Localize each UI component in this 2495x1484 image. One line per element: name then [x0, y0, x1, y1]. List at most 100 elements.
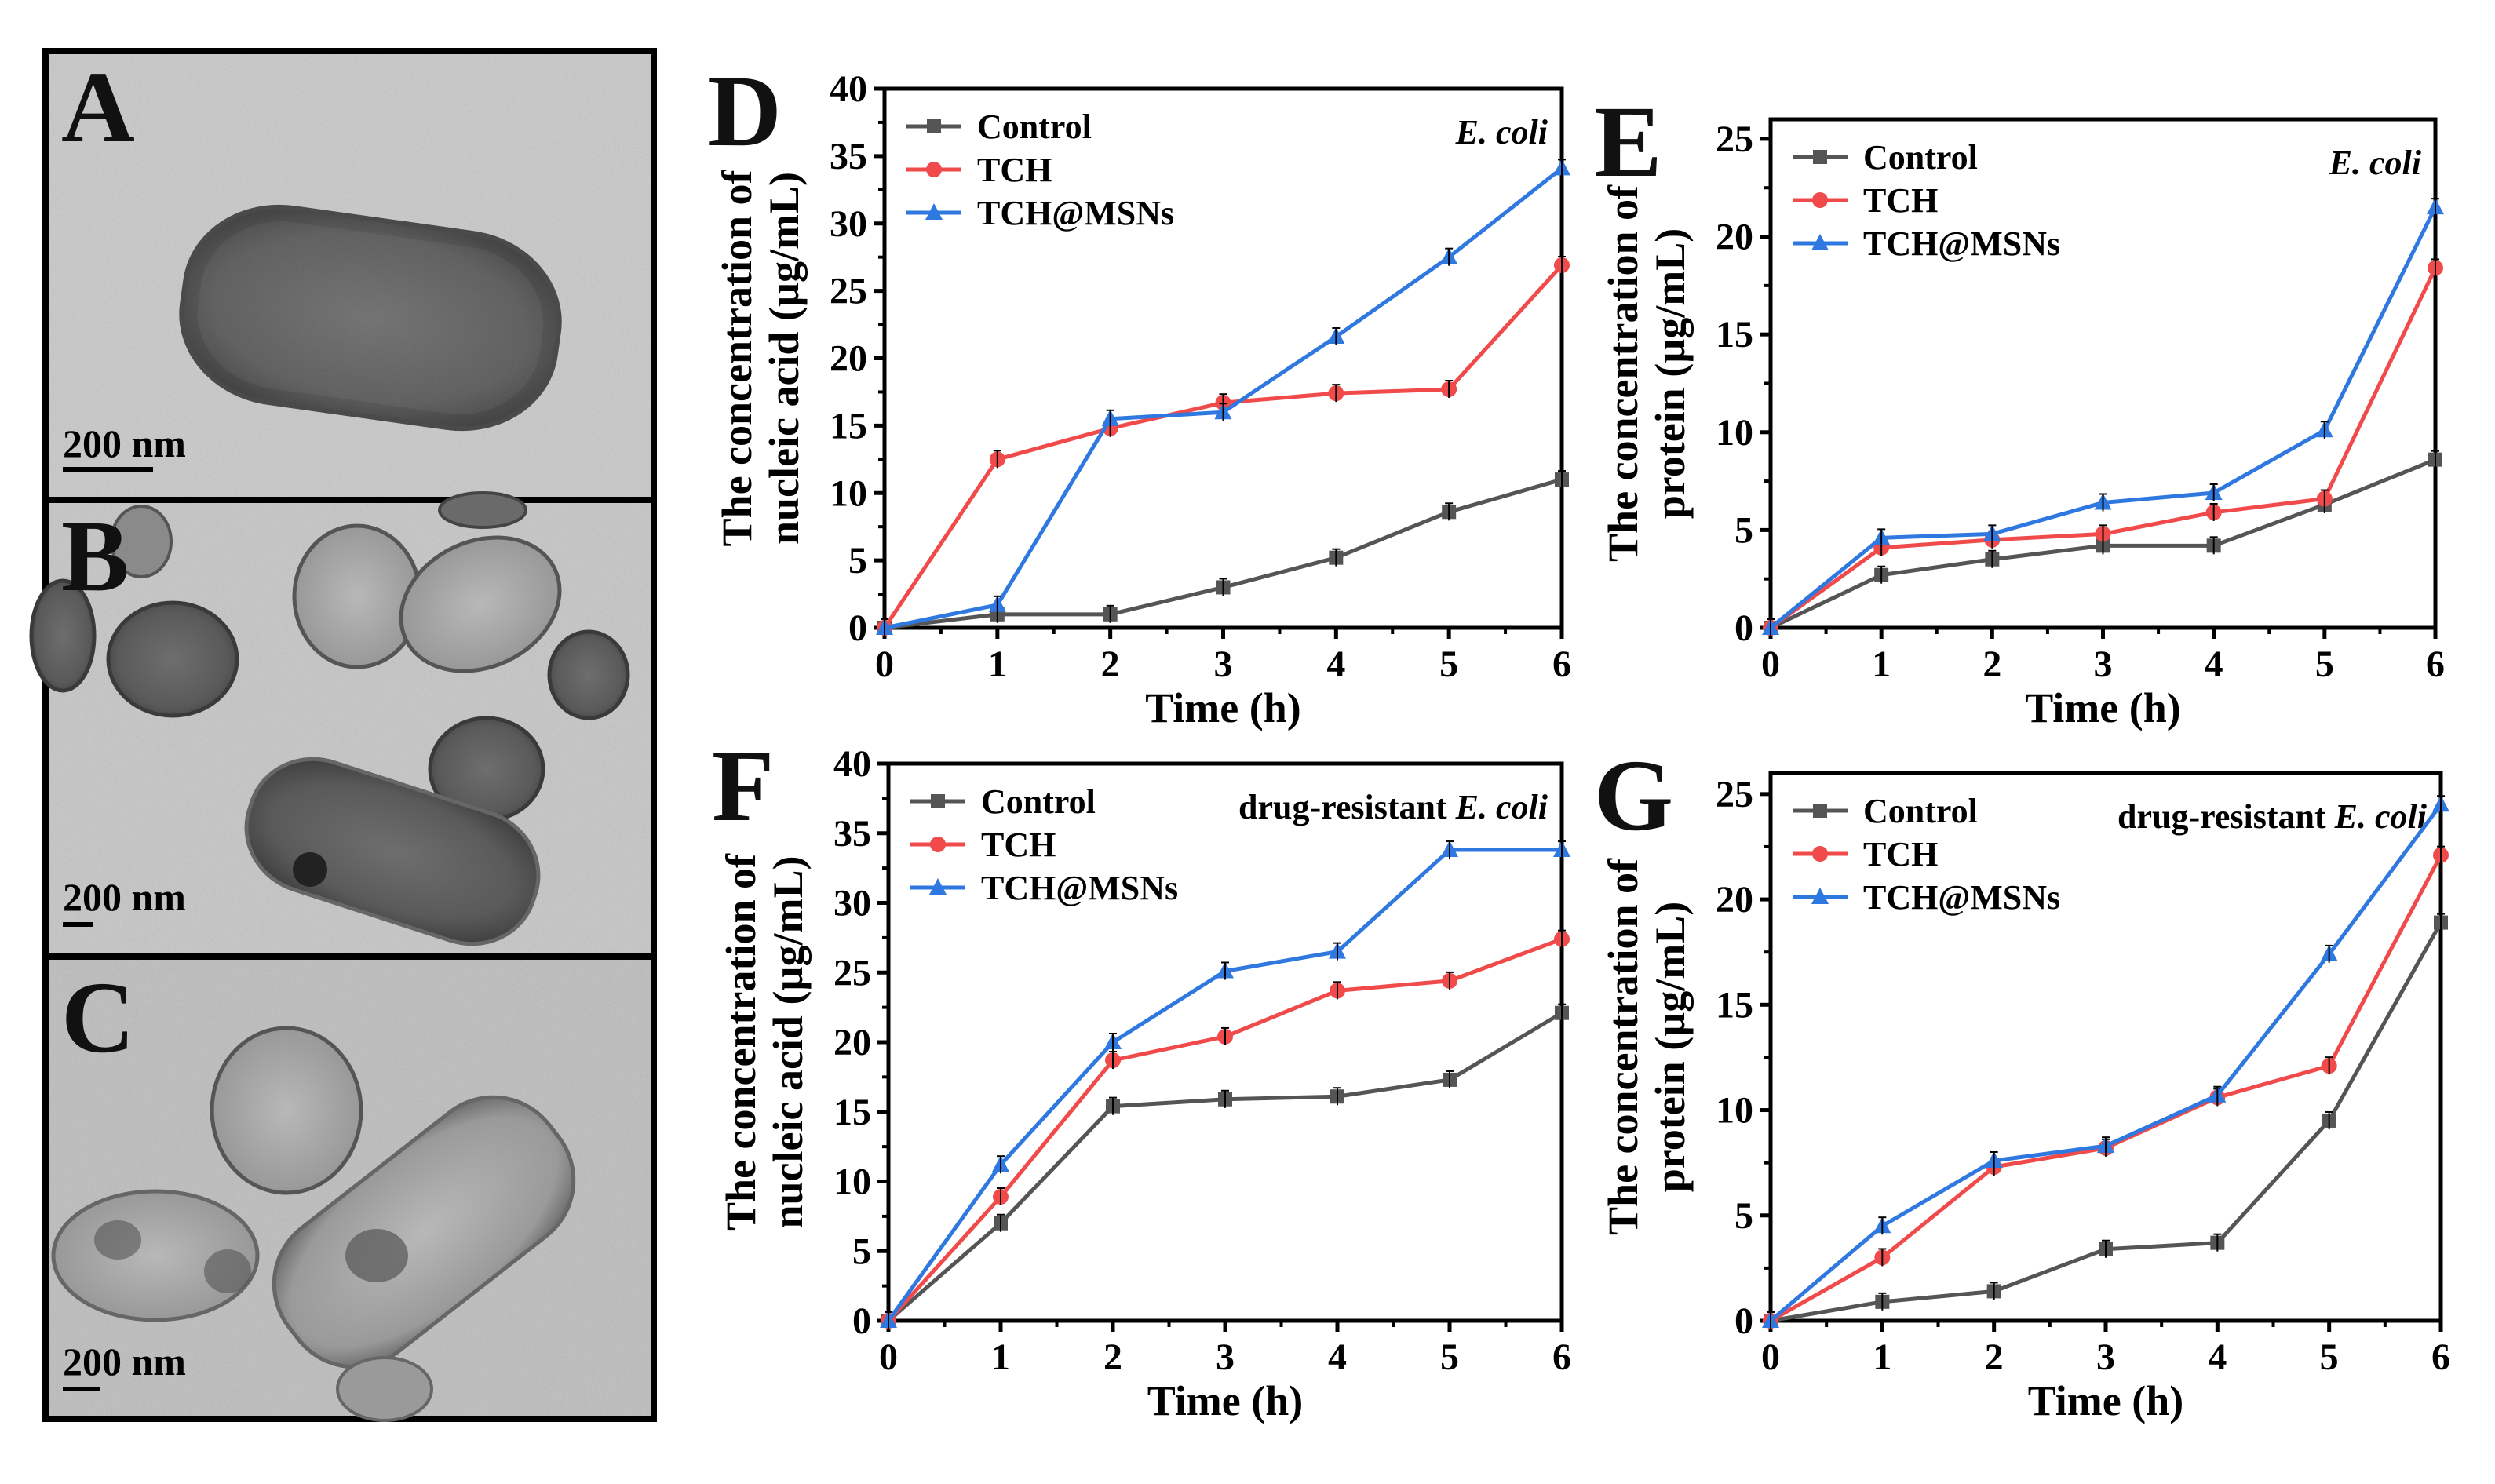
y-tick-label: 15 [1716, 314, 1753, 356]
panel-letter-b: B [61, 500, 129, 613]
x-tick-label: 5 [2315, 644, 2334, 685]
y-tick-label: 35 [830, 136, 867, 177]
x-tick-label: 6 [1552, 1336, 1571, 1378]
y-tick-label: 0 [1734, 1300, 1753, 1342]
y-axis-title-line2: protein (µg/mL) [1647, 228, 1694, 520]
x-tick-label: 4 [2205, 644, 2223, 685]
y-tick-label: 20 [1716, 879, 1753, 921]
organism-label: E. coli [1455, 113, 1548, 151]
series-line-tch [887, 937, 1563, 1322]
series-line-tch [1769, 267, 2438, 630]
legend-label-tch: TCH [1863, 181, 1938, 220]
tem-panel-c: C 200 nm [42, 953, 657, 1422]
legend-label-control: Control [981, 782, 1096, 821]
x-tick-label: 5 [2320, 1336, 2339, 1378]
y-tick-label: 20 [833, 1022, 871, 1063]
y-axis-title-line1: The concentration of [713, 170, 761, 547]
x-tick-label: 6 [2431, 1336, 2450, 1378]
x-axis-title: Time (h) [2025, 684, 2181, 731]
y-tick-label: 20 [1716, 217, 1753, 258]
legend-marker-tch_msns [929, 878, 947, 895]
legend-marker-tch_msns [925, 203, 943, 220]
x-tick-label: 5 [1440, 1336, 1459, 1378]
y-tick-label: 25 [833, 952, 871, 994]
organism-label: drug-resistant E. coli [1238, 788, 1548, 826]
x-tick-label: 1 [1873, 1336, 1891, 1378]
legend-label-tch: TCH [981, 826, 1056, 864]
chart-panel-f: 0 1 2 3 4 5 6 0 5 10 15 20 25 30 35 40 Time (h) The conce… [712, 730, 1571, 1424]
legend-label-tch_msns: TCH@MSNs [1863, 224, 2060, 263]
scale-bar [63, 922, 93, 927]
scale-bar-label: 200 nm [63, 421, 186, 465]
x-tick-label: 1 [988, 644, 1007, 685]
y-tick-label: 40 [830, 68, 867, 110]
y-tick-label: 5 [852, 1231, 871, 1272]
x-tick-label: 3 [1214, 644, 1233, 685]
y-tick-label: 15 [830, 405, 867, 447]
y-axis-title-line1: The concentration of [1599, 184, 1647, 562]
y-tick-label: 15 [833, 1092, 871, 1133]
legend-label-tch: TCH [1863, 835, 1938, 873]
panel-letter: E [1594, 86, 1662, 199]
x-tick-label: 2 [1983, 644, 2001, 685]
series-line-control [887, 1011, 1563, 1322]
x-tick-label: 0 [875, 644, 894, 685]
organism-label: E. coli [2329, 144, 2422, 182]
legend-marker-control [1813, 150, 1827, 164]
y-tick-label: 5 [1734, 509, 1753, 551]
x-tick-label: 4 [2208, 1336, 2227, 1378]
tem-panel-a: A 200 nm [42, 48, 657, 503]
y-tick-label: 15 [1716, 984, 1753, 1026]
series-line-tch [882, 264, 1563, 629]
panel-letter-c: C [61, 961, 135, 1074]
x-tick-label: 0 [1761, 644, 1780, 685]
y-tick-label: 5 [848, 540, 867, 582]
y-tick-label: 25 [1716, 119, 1753, 160]
x-tick-label: 2 [1103, 1336, 1122, 1378]
organism-label: drug-resistant E. coli [2117, 797, 2428, 836]
x-tick-label: 5 [1439, 644, 1458, 685]
y-tick-label: 40 [833, 743, 871, 785]
legend-marker-control [1813, 804, 1827, 818]
legend-marker-control [931, 794, 945, 808]
legend-label-tch_msns: TCH@MSNs [981, 869, 1178, 907]
y-tick-label: 25 [830, 271, 867, 312]
panel-letter: G [1594, 739, 1673, 852]
y-axis-title-line1: The concentration of [1599, 858, 1647, 1235]
y-axis-title-line2: nucleic acid (µg/mL) [761, 172, 808, 545]
x-tick-label: 0 [879, 1336, 898, 1378]
y-tick-label: 30 [833, 883, 871, 924]
x-tick-label: 6 [2426, 644, 2445, 685]
legend-marker-tch_msns [1811, 888, 1829, 904]
x-tick-label: 2 [1985, 1336, 2004, 1378]
y-tick-label: 5 [1734, 1195, 1753, 1237]
y-tick-label: 10 [833, 1161, 871, 1203]
x-tick-label: 3 [1216, 1336, 1235, 1378]
legend-label-control: Control [977, 108, 1092, 146]
series-line-tch_msns [1769, 206, 2438, 629]
legend-label-control: Control [1863, 138, 1978, 177]
x-tick-label: 3 [2096, 1336, 2115, 1378]
legend-marker-tch [930, 837, 946, 852]
legend-marker-control [927, 119, 941, 133]
legend-label-tch: TCH [977, 151, 1052, 189]
organism-prefix: drug-resistant [2117, 797, 2335, 836]
y-tick-label: 0 [848, 607, 867, 649]
legend-marker-tch [926, 162, 942, 177]
x-axis-title: Time (h) [1145, 684, 1301, 731]
organism-prefix: drug-resistant [1238, 788, 1456, 826]
scale-bar-label: 200 nm [63, 1340, 186, 1384]
organism-name: E. coli [2334, 797, 2428, 836]
scale-bar-label: 200 nm [63, 875, 186, 919]
bacterium-cells [51, 1026, 576, 1422]
series-line-tch_msns [886, 848, 1562, 1322]
y-tick-label: 10 [830, 472, 867, 514]
scale-bar [63, 1387, 100, 1391]
legend-marker-tch_msns [1811, 234, 1829, 250]
y-tick-label: 20 [830, 338, 867, 380]
legend-label-tch_msns: TCH@MSNs [977, 194, 1174, 232]
x-tick-label: 4 [1328, 1336, 1347, 1378]
legend-marker-tch [1812, 846, 1828, 862]
x-tick-label: 2 [1101, 644, 1120, 685]
